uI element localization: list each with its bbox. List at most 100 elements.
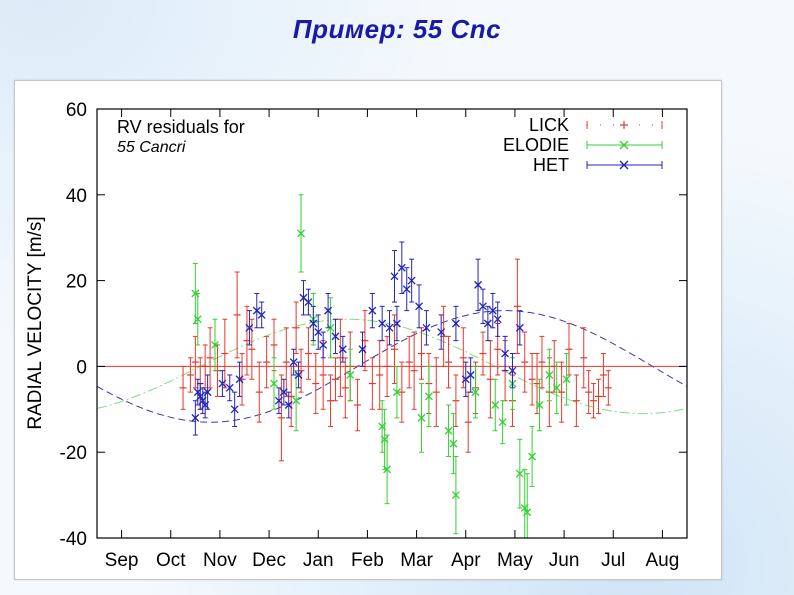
series-het xyxy=(191,241,524,436)
data-point xyxy=(565,323,573,376)
cross-marker xyxy=(508,366,517,375)
data-point xyxy=(528,353,536,406)
cross-marker xyxy=(191,413,200,422)
data-point xyxy=(312,353,320,415)
data-point xyxy=(508,353,517,389)
data-point xyxy=(417,383,426,453)
x-tick-label: Feb xyxy=(351,550,384,571)
cross-marker xyxy=(501,349,510,358)
cross-marker xyxy=(304,298,313,307)
data-point xyxy=(279,378,288,406)
y-tick-label: 0 xyxy=(76,357,87,378)
cross-marker xyxy=(483,319,492,328)
data-point xyxy=(294,361,303,389)
data-point xyxy=(378,305,387,342)
data-point xyxy=(380,408,389,470)
data-point xyxy=(415,284,424,329)
x-tick-label: Jun xyxy=(549,550,580,571)
data-point xyxy=(292,301,300,355)
data-point xyxy=(245,310,254,346)
data-point xyxy=(491,378,500,432)
cross-marker xyxy=(474,280,483,289)
cross-marker xyxy=(289,358,298,367)
data-point xyxy=(304,327,312,380)
data-point xyxy=(513,258,521,355)
cross-marker xyxy=(218,379,227,388)
data-point xyxy=(368,357,376,410)
chart-title: RV residuals for xyxy=(117,117,245,137)
cross-marker xyxy=(314,328,323,337)
slide-title: Пример: 55 Cnc xyxy=(292,14,502,44)
data-point xyxy=(235,361,244,397)
data-point xyxy=(479,331,487,376)
plot-frame xyxy=(96,108,688,539)
cross-marker xyxy=(397,263,406,272)
data-point xyxy=(385,310,394,346)
data-point xyxy=(341,357,349,419)
cross-marker xyxy=(402,285,411,294)
data-point xyxy=(501,335,510,372)
cross-marker xyxy=(422,323,431,332)
chart-panel: -40 -20 0 20 40 60 Sep Oct Nov Dec Jan Feb Mar Apr May… xyxy=(14,80,722,580)
series-lick xyxy=(179,258,612,462)
cross-marker xyxy=(338,345,347,354)
data-point xyxy=(459,327,467,389)
data-point xyxy=(580,327,588,389)
legend-label-lick: LICK xyxy=(529,115,569,135)
cross-marker xyxy=(545,371,554,379)
data-point xyxy=(225,374,234,402)
data-point xyxy=(270,357,278,410)
cross-marker xyxy=(552,383,561,392)
data-point xyxy=(535,378,544,432)
cross-marker xyxy=(471,388,480,397)
cross-marker xyxy=(562,375,571,384)
data-point xyxy=(287,365,295,427)
cross-marker xyxy=(309,319,318,328)
x-tick-label: Sep xyxy=(105,550,139,571)
data-point xyxy=(206,327,214,389)
cross-marker xyxy=(225,383,234,392)
data-points xyxy=(179,194,612,538)
cross-marker xyxy=(279,388,288,397)
data-point xyxy=(327,374,335,427)
data-point xyxy=(424,365,433,427)
data-point xyxy=(309,305,318,342)
cross-marker xyxy=(385,323,394,332)
data-point xyxy=(331,357,339,402)
x-tick-label: Oct xyxy=(156,550,186,571)
data-point xyxy=(464,391,472,453)
legend-label-het: HET xyxy=(533,155,569,175)
cross-marker xyxy=(392,319,401,328)
data-point xyxy=(358,331,367,367)
cross-marker xyxy=(193,315,202,324)
data-point xyxy=(392,365,401,419)
data-point xyxy=(558,361,566,423)
chart-subtitle: 55 Cancri xyxy=(117,139,186,156)
cross-marker xyxy=(319,340,328,349)
cross-marker xyxy=(478,302,487,311)
data-point xyxy=(324,292,333,329)
data-point xyxy=(263,335,271,389)
data-point xyxy=(521,331,529,393)
y-axis-label: RADIAL VELOCITY [m/s] xyxy=(25,216,46,429)
cross-marker xyxy=(449,439,458,448)
data-point xyxy=(483,305,492,342)
data-point xyxy=(186,357,194,393)
data-point xyxy=(398,361,406,423)
cross-marker xyxy=(284,401,293,409)
data-point xyxy=(397,241,406,294)
data-point xyxy=(248,318,256,380)
cross-marker xyxy=(437,328,446,337)
data-point xyxy=(289,348,298,376)
data-point xyxy=(193,292,202,346)
x-tick-label: Jul xyxy=(601,550,625,571)
data-point xyxy=(221,318,229,389)
y-tick-label: 20 xyxy=(66,272,87,293)
data-point xyxy=(284,391,293,419)
data-point xyxy=(515,310,524,346)
cross-marker xyxy=(493,315,502,324)
data-point xyxy=(445,335,453,389)
data-point xyxy=(595,378,602,415)
cross-marker xyxy=(299,293,308,302)
cross-marker xyxy=(257,310,266,319)
